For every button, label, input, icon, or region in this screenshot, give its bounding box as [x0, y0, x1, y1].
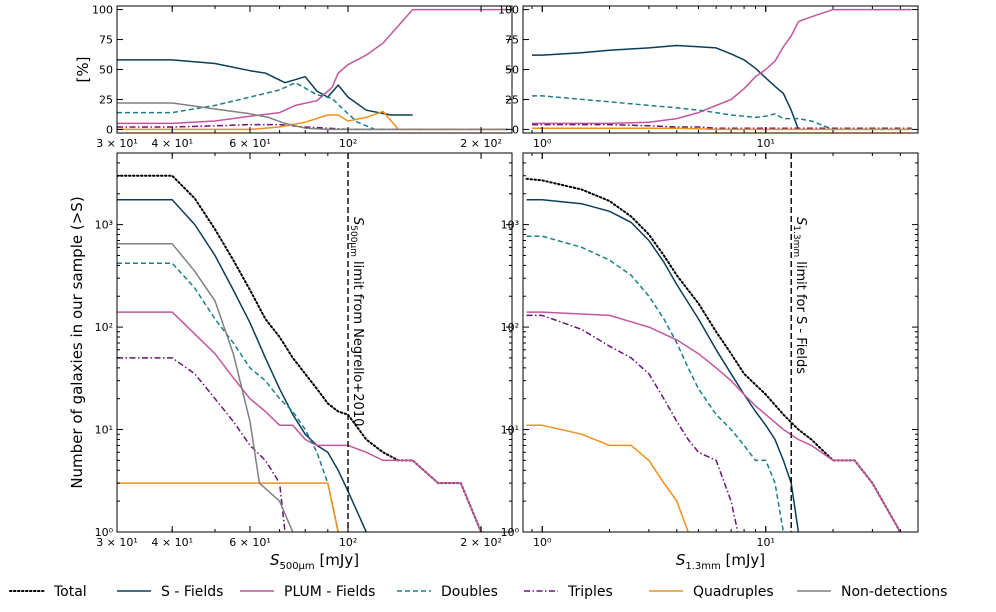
x-tick-label: 3 × 10¹ — [96, 536, 138, 549]
x-tick-label: 10¹ — [757, 536, 775, 549]
series-s_fields-line — [117, 59, 413, 116]
panel-bottom_left: S500μm limit from Negrello+2010 3 × 10¹ 4 … — [68, 152, 513, 572]
panel-top_left: 3 × 10¹ 4 × 10¹ 6 × 10¹ 10² 2 × 10² 0 25 50 75 10… — [74, 4, 513, 150]
x-tick-label: 2 × 10² — [460, 137, 502, 150]
series-group — [117, 174, 483, 532]
series-group — [525, 177, 902, 532]
legend-label: Total — [53, 584, 87, 600]
y-tick-label: 50 — [505, 64, 519, 77]
y-tick-label: 10² — [501, 321, 519, 334]
legend: Total S - Fields PLUM - Fields Doubles Tripl… — [9, 584, 947, 600]
x-tick-label: 3 × 10¹ — [96, 137, 138, 150]
y-tick-label: 10¹ — [501, 424, 519, 437]
series-triples-line — [117, 357, 286, 532]
series-triples-line — [532, 123, 912, 129]
limit-label: S1.3mm limit for S - Fields — [791, 217, 808, 374]
y-tick-label: 25 — [99, 93, 113, 106]
legend-item-total: Total — [9, 584, 87, 600]
y-tick-label: 75 — [505, 34, 519, 47]
y-tick-label: 10⁰ — [501, 526, 520, 539]
x-axis-label: S500μm [mJy] — [270, 551, 359, 572]
x-tick-label: 2 × 10² — [460, 536, 502, 549]
legend-label: S - Fields — [161, 584, 223, 600]
series-total-line — [117, 174, 483, 532]
series-triples-line — [526, 314, 739, 532]
series-s_fields-line — [526, 198, 800, 532]
x-tick-label: 6 × 10¹ — [229, 536, 271, 549]
axes-frame — [116, 152, 513, 533]
legend-item-plum_fields: PLUM - Fields — [240, 584, 375, 600]
panels: 3 × 10¹ 4 × 10¹ 6 × 10¹ 10² 2 × 10²025507510… — [68, 4, 919, 572]
series-group — [117, 8, 508, 131]
y-tick-label: 10¹ — [95, 424, 113, 437]
x-tick-label: 10⁰ — [533, 536, 552, 549]
legend-item-quadruples: Quadruples — [649, 584, 774, 600]
y-tick-label: 100 — [498, 4, 519, 17]
series-doubles-line — [117, 262, 339, 532]
series-plum_fields-line — [532, 8, 912, 125]
y-tick-label: 10² — [95, 321, 113, 334]
series-doubles-line — [532, 95, 912, 131]
x-tick-label: 10¹ — [757, 137, 775, 150]
series-triples-line — [117, 123, 508, 131]
series-s_fields-line — [117, 198, 367, 532]
y-tick-label: 25 — [505, 93, 519, 106]
y-tick-label: 10³ — [501, 219, 519, 232]
y-tick-label: 75 — [99, 34, 113, 47]
legend-item-non_detections: Non-detections — [797, 584, 947, 600]
legend-item-s_fields: S - Fields — [117, 584, 223, 600]
legend-label: Doubles — [441, 584, 498, 600]
series-quadruples-line — [117, 110, 508, 131]
series-quadruples-line — [526, 424, 689, 532]
series-non_detections-line — [117, 243, 294, 532]
series-doubles-line — [117, 81, 376, 131]
series-plum_fields-line — [117, 8, 508, 125]
panel-bottom_right: S1.3mm limit for S - Fields 10⁰ 10¹ 10⁰ 10¹ 1… — [501, 152, 919, 572]
series-non_detections-line — [117, 102, 508, 131]
x-tick-label: 10² — [339, 536, 357, 549]
legend-label: Triples — [567, 584, 613, 600]
x-tick-label: 6 × 10¹ — [229, 137, 271, 150]
legend-item-triples: Triples — [524, 584, 613, 600]
legend-label: Quadruples — [693, 584, 774, 600]
axes-frame — [522, 5, 919, 134]
legend-item-doubles: Doubles — [397, 584, 498, 600]
panel-top_right: 10⁰ 10¹ 0 25 50 75 100 — [498, 4, 919, 150]
y-axis-label: [%] — [74, 57, 92, 83]
series-quadruples-line — [532, 127, 912, 131]
x-tick-label: 4 × 10¹ — [151, 536, 193, 549]
series-quadruples-line — [117, 482, 339, 532]
series-group — [532, 8, 912, 131]
limit-label: S500μm limit from Negrello+2010 — [348, 217, 365, 426]
legend-label: PLUM - Fields — [284, 584, 375, 600]
y-tick-label: 10³ — [95, 219, 113, 232]
series-total-line — [525, 177, 902, 532]
y-tick-label: 50 — [99, 64, 113, 77]
y-axis-label: Number of galaxies in our sample (>S) — [68, 196, 86, 488]
axes-frame — [116, 5, 513, 134]
y-tick-label: 10⁰ — [95, 526, 114, 539]
y-tick-label: 100 — [92, 4, 113, 17]
y-tick-label: 0 — [106, 123, 113, 136]
legend-label: Non-detections — [841, 584, 947, 600]
axes-frame — [522, 152, 919, 533]
x-axis-label: S1.3mm [mJy] — [676, 551, 765, 572]
series-s_fields-line — [532, 44, 800, 130]
y-tick-label: 0 — [512, 123, 519, 136]
series-plum_fields-line — [526, 311, 901, 532]
x-tick-label: 10² — [339, 137, 357, 150]
x-tick-label: 10⁰ — [533, 137, 552, 150]
x-tick-label: 4 × 10¹ — [151, 137, 193, 150]
series-plum_fields-line — [117, 311, 482, 532]
